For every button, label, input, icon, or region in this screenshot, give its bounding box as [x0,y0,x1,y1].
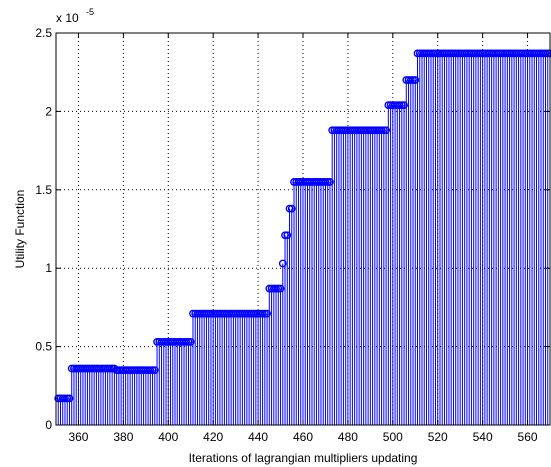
y-axis-label: Utility Function [13,190,27,269]
data-markers [54,49,551,403]
stem-marker [397,101,406,110]
x-axis-ticks: 360 380 400 420 440 460 480 500 520 540 560 [68,33,538,444]
stem-marker [258,309,267,318]
stem-marker [379,126,388,135]
y-tick-label: 1.5 [35,183,52,197]
stem-marker [263,309,271,318]
y-axis-ticks: 0 0.5 1 1.5 2 2.5 [35,26,550,432]
stem-marker [323,178,332,186]
stem-marker [541,49,550,58]
data-series [57,53,551,425]
stem-marker [276,284,285,293]
stem-marker [377,126,386,135]
stem-marker [382,126,390,135]
stem-marker [281,231,289,240]
y-tick-label: 2.5 [35,26,52,40]
stem-marker [260,309,269,318]
stem-marker [186,337,195,346]
y-tick-label: 2 [45,104,52,118]
stem-marker [321,178,330,186]
y-tick-label: 0.5 [35,340,52,354]
y-scale-label: x 10 [56,11,79,25]
x-tick-label: 460 [293,430,313,444]
y-tick-label: 0 [45,418,52,432]
y-scale-exponent: -5 [86,7,94,17]
stem-marker [395,101,404,110]
stem-marker [182,337,191,346]
x-tick-label: 380 [113,430,133,444]
x-tick-label: 420 [203,430,223,444]
x-axis-label: Iterations of lagrangian multipliers upd… [189,451,418,465]
stem-marker [65,394,74,403]
stem-marker [409,76,417,84]
y-tick-label: 1 [45,261,52,275]
stem-marker [150,366,159,375]
stem-marker [400,101,408,110]
stem-marker [406,76,415,84]
x-tick-label: 480 [338,430,358,444]
x-tick-label: 440 [248,430,268,444]
x-tick-label: 400 [158,430,178,444]
stem-marker [278,259,287,268]
stem-marker [283,231,292,240]
stem-marker [148,366,157,375]
x-tick-label: 500 [383,430,403,444]
stem-marker [274,284,283,293]
stem-marker [272,284,280,293]
stem-marker [326,178,334,186]
stem-marker [63,394,72,403]
x-tick-label: 360 [68,430,88,444]
stem-marker [411,76,420,84]
stem-marker [285,204,294,213]
stem-marker [184,337,193,346]
stem-marker [146,366,155,375]
x-tick-label: 540 [473,430,493,444]
stem-marker [287,204,296,213]
stem-marker [61,394,69,403]
x-tick-label: 520 [428,430,448,444]
x-tick-label: 560 [518,430,538,444]
